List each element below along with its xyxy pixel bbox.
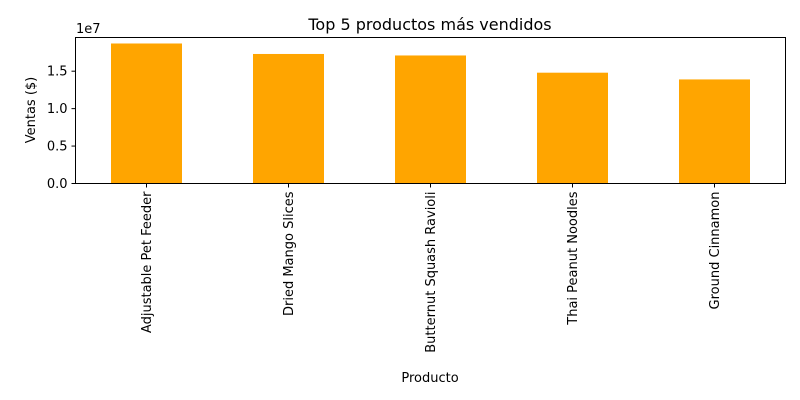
bar-4 xyxy=(537,72,608,184)
x-tick-label-2: Dried Mango Slices xyxy=(282,191,297,316)
plot-area-frame xyxy=(75,37,786,184)
y-tick-label-2: 0.5 xyxy=(47,140,68,155)
y-tick-label-1: 0.0 xyxy=(47,177,68,192)
y-tick-label-4: 1.5 xyxy=(47,65,68,80)
x-tick-label-5: Ground Cinnamon xyxy=(708,192,723,310)
bar-5 xyxy=(679,79,750,184)
x-tick-label-3: Butternut Squash Ravioli xyxy=(424,192,439,353)
y-axis-ticks: 0.0 0.5 1.0 1.5 xyxy=(47,65,76,192)
x-tick-label-1: Adjustable Pet Feeder xyxy=(140,191,155,333)
x-tick-label-4: Thai Peanut Noodles xyxy=(566,191,581,325)
bar-2 xyxy=(253,53,324,184)
x-axis-label: Producto xyxy=(401,371,458,386)
y-axis-offset-label: 1e7 xyxy=(76,22,101,37)
bar-3 xyxy=(395,55,466,184)
y-axis-label: Ventas ($) xyxy=(24,77,39,144)
x-axis-ticks: Adjustable Pet Feeder Dried Mango Slices B… xyxy=(140,183,723,353)
bars-group xyxy=(111,43,750,184)
bar-1 xyxy=(111,43,182,184)
chart-title: Top 5 productos más vendidos xyxy=(307,15,551,34)
y-tick-label-3: 1.0 xyxy=(47,102,68,117)
